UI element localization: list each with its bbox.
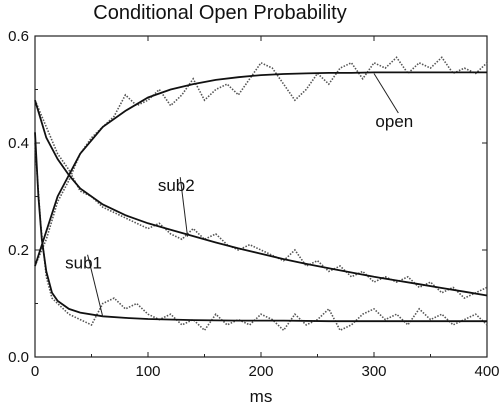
y-tick-label: 0.6 bbox=[8, 28, 29, 45]
annotation-leader-sub1 bbox=[87, 254, 104, 317]
series-label-open: open bbox=[375, 112, 413, 131]
series-fit-open bbox=[34, 71, 487, 267]
x-tick-label: 400 bbox=[474, 363, 499, 380]
x-axis-title: ms bbox=[250, 387, 273, 406]
y-tick-label: 0.2 bbox=[8, 242, 29, 259]
x-tick-label: 300 bbox=[361, 363, 386, 380]
series-fit-sub1 bbox=[34, 132, 487, 323]
series-label-sub2: sub2 bbox=[158, 176, 195, 195]
y-tick-label: 0.0 bbox=[8, 349, 29, 366]
series-fit-sub2 bbox=[34, 99, 488, 297]
annotation-leader-sub2 bbox=[179, 177, 189, 237]
series-label-sub1: sub1 bbox=[65, 254, 102, 273]
series-noisy-sub2 bbox=[34, 99, 488, 300]
x-tick-label: 0 bbox=[31, 363, 39, 380]
y-tick-label: 0.4 bbox=[8, 135, 29, 152]
annotation-leader-open bbox=[373, 73, 399, 114]
series-noisy-sub1 bbox=[34, 142, 488, 332]
series-noisy-open bbox=[34, 56, 488, 267]
x-tick-label: 100 bbox=[135, 363, 160, 380]
x-tick-label: 200 bbox=[248, 363, 273, 380]
chart-title: Conditional Open Probability bbox=[93, 2, 347, 24]
